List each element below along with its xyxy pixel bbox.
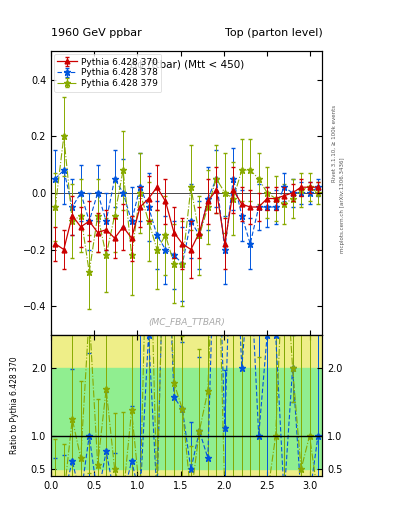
- Text: Δϕ (t̅tbar) (Mtt < 450): Δϕ (t̅tbar) (Mtt < 450): [130, 60, 244, 70]
- Text: Top (parton level): Top (parton level): [224, 28, 322, 38]
- Text: Rivet 3.1.10, ≥ 100k events: Rivet 3.1.10, ≥ 100k events: [332, 105, 337, 182]
- Bar: [51, 334, 322, 476]
- Bar: [51, 368, 322, 470]
- Text: 1960 GeV ppbar: 1960 GeV ppbar: [51, 28, 142, 38]
- Text: (MC_FBA_TTBAR): (MC_FBA_TTBAR): [148, 317, 225, 326]
- Legend: Pythia 6.428 370, Pythia 6.428 378, Pythia 6.428 379: Pythia 6.428 370, Pythia 6.428 378, Pyth…: [54, 54, 162, 92]
- Text: mcplots.cern.ch [arXiv:1306.3436]: mcplots.cern.ch [arXiv:1306.3436]: [340, 157, 345, 252]
- Y-axis label: Ratio to Pythia 6.428 370: Ratio to Pythia 6.428 370: [9, 356, 18, 454]
